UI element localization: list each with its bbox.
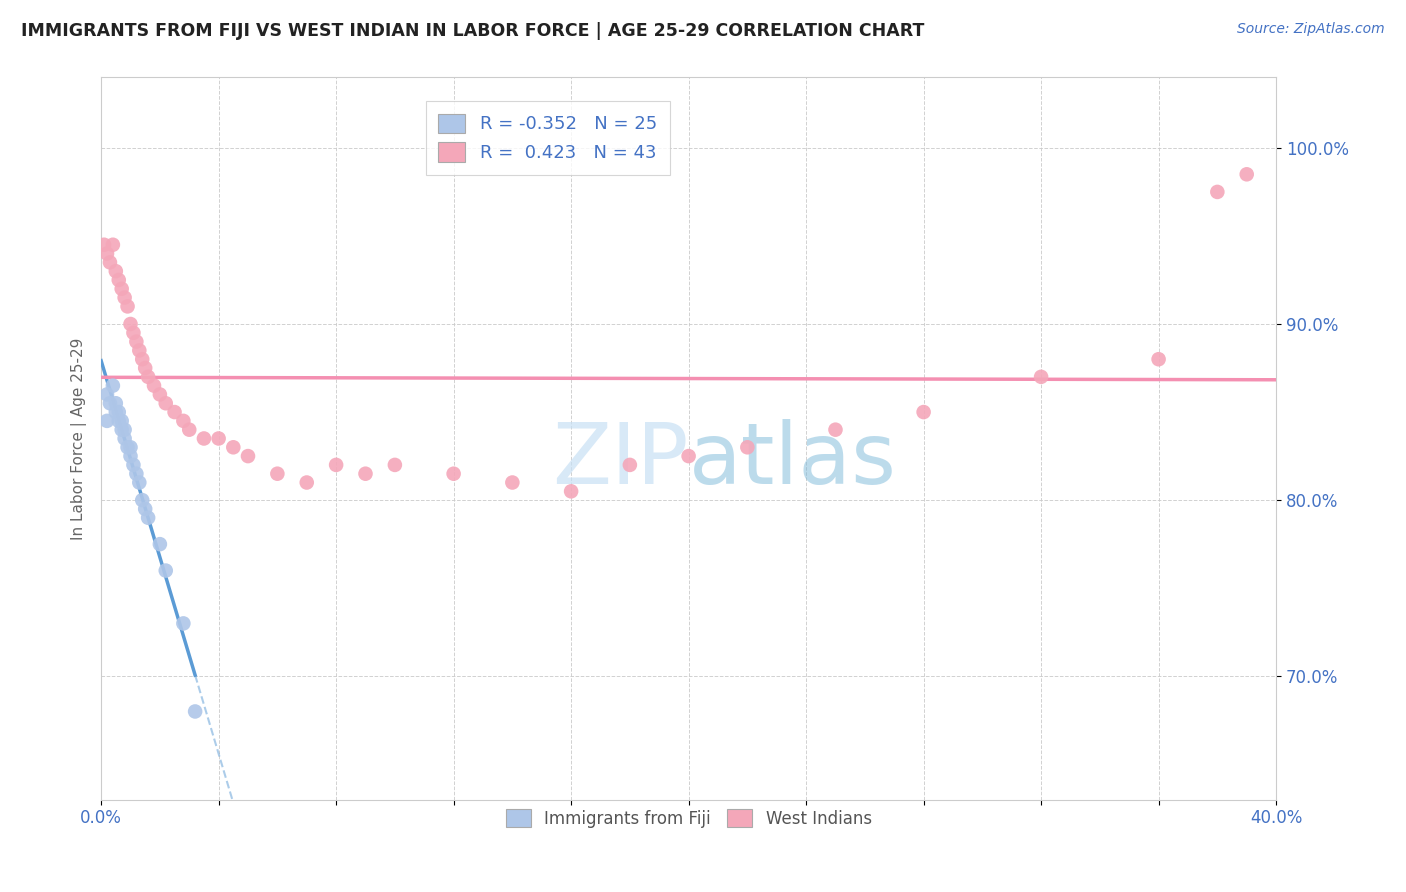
- Point: [114, 291, 136, 305]
- Point: [501, 475, 523, 490]
- Point: [96, 387, 118, 401]
- Y-axis label: In Labor Force | Age 25-29: In Labor Force | Age 25-29: [72, 337, 87, 540]
- Point: [117, 440, 139, 454]
- Point: [236, 449, 259, 463]
- Point: [354, 467, 377, 481]
- Point: [125, 467, 148, 481]
- Text: Source: ZipAtlas.com: Source: ZipAtlas.com: [1237, 22, 1385, 37]
- Point: [678, 449, 700, 463]
- Point: [107, 273, 129, 287]
- Point: [560, 484, 582, 499]
- Text: ZIP: ZIP: [553, 418, 689, 501]
- Point: [96, 246, 118, 260]
- Point: [122, 458, 145, 472]
- Point: [193, 432, 215, 446]
- Point: [131, 493, 153, 508]
- Point: [134, 502, 156, 516]
- Point: [98, 255, 121, 269]
- Point: [120, 317, 142, 331]
- Point: [96, 414, 118, 428]
- Point: [163, 405, 186, 419]
- Point: [443, 467, 465, 481]
- Point: [104, 264, 127, 278]
- Point: [172, 616, 194, 631]
- Point: [149, 537, 172, 551]
- Point: [98, 396, 121, 410]
- Point: [111, 282, 134, 296]
- Point: [93, 237, 115, 252]
- Point: [111, 414, 134, 428]
- Point: [155, 396, 177, 410]
- Point: [1147, 352, 1170, 367]
- Point: [912, 405, 935, 419]
- Point: [122, 326, 145, 340]
- Point: [131, 352, 153, 367]
- Point: [117, 299, 139, 313]
- Point: [222, 440, 245, 454]
- Point: [114, 432, 136, 446]
- Point: [824, 423, 846, 437]
- Point: [125, 334, 148, 349]
- Point: [179, 423, 201, 437]
- Point: [325, 458, 347, 472]
- Point: [128, 475, 150, 490]
- Point: [104, 396, 127, 410]
- Point: [149, 387, 172, 401]
- Point: [266, 467, 288, 481]
- Text: atlas: atlas: [689, 418, 897, 501]
- Point: [104, 405, 127, 419]
- Legend: Immigrants from Fiji, West Indians: Immigrants from Fiji, West Indians: [499, 803, 879, 835]
- Point: [619, 458, 641, 472]
- Point: [114, 423, 136, 437]
- Point: [207, 432, 229, 446]
- Point: [120, 449, 142, 463]
- Point: [136, 369, 159, 384]
- Point: [101, 378, 124, 392]
- Point: [107, 414, 129, 428]
- Point: [295, 475, 318, 490]
- Point: [136, 510, 159, 524]
- Point: [155, 564, 177, 578]
- Point: [184, 705, 207, 719]
- Point: [1236, 167, 1258, 181]
- Point: [1206, 185, 1229, 199]
- Point: [111, 423, 134, 437]
- Point: [134, 361, 156, 376]
- Text: IMMIGRANTS FROM FIJI VS WEST INDIAN IN LABOR FORCE | AGE 25-29 CORRELATION CHART: IMMIGRANTS FROM FIJI VS WEST INDIAN IN L…: [21, 22, 925, 40]
- Point: [172, 414, 194, 428]
- Point: [101, 237, 124, 252]
- Point: [1029, 369, 1052, 384]
- Point: [143, 378, 166, 392]
- Point: [120, 440, 142, 454]
- Point: [384, 458, 406, 472]
- Point: [737, 440, 759, 454]
- Point: [128, 343, 150, 358]
- Point: [107, 405, 129, 419]
